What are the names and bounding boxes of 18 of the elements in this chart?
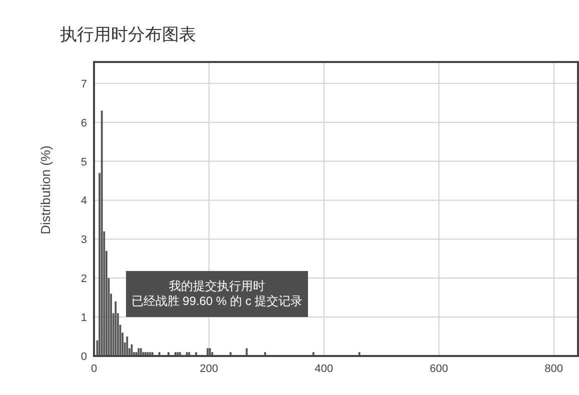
y-tick-label: 2 xyxy=(80,273,87,286)
x-tick-label: 600 xyxy=(430,363,448,375)
y-tick-label: 6 xyxy=(80,117,87,130)
chart-title: 执行用时分布图表 xyxy=(60,25,196,44)
tooltip: 我的提交执行用时 已经战胜 99.60 % 的 c 提交记录 xyxy=(126,271,308,317)
y-axis-title: Distribution (%) xyxy=(38,146,53,234)
y-tick-label: 4 xyxy=(80,195,87,208)
x-tick-label: 0 xyxy=(90,363,98,375)
x-tick-label: 200 xyxy=(200,363,218,375)
y-tick-label: 1 xyxy=(80,312,87,324)
y-tick-label: 0 xyxy=(80,351,87,363)
x-tick-label: 800 xyxy=(544,363,564,375)
x-tick-label: 400 xyxy=(314,363,334,375)
annotation: 已经战胜 99.60 % 的 c 提交记录 xyxy=(131,294,303,308)
y-tick-label: 3 xyxy=(80,234,87,246)
y-tick-label: 7 xyxy=(80,78,87,90)
y-tick-label: 5 xyxy=(80,156,87,168)
annotation: 我的提交执行用时 xyxy=(169,279,265,293)
